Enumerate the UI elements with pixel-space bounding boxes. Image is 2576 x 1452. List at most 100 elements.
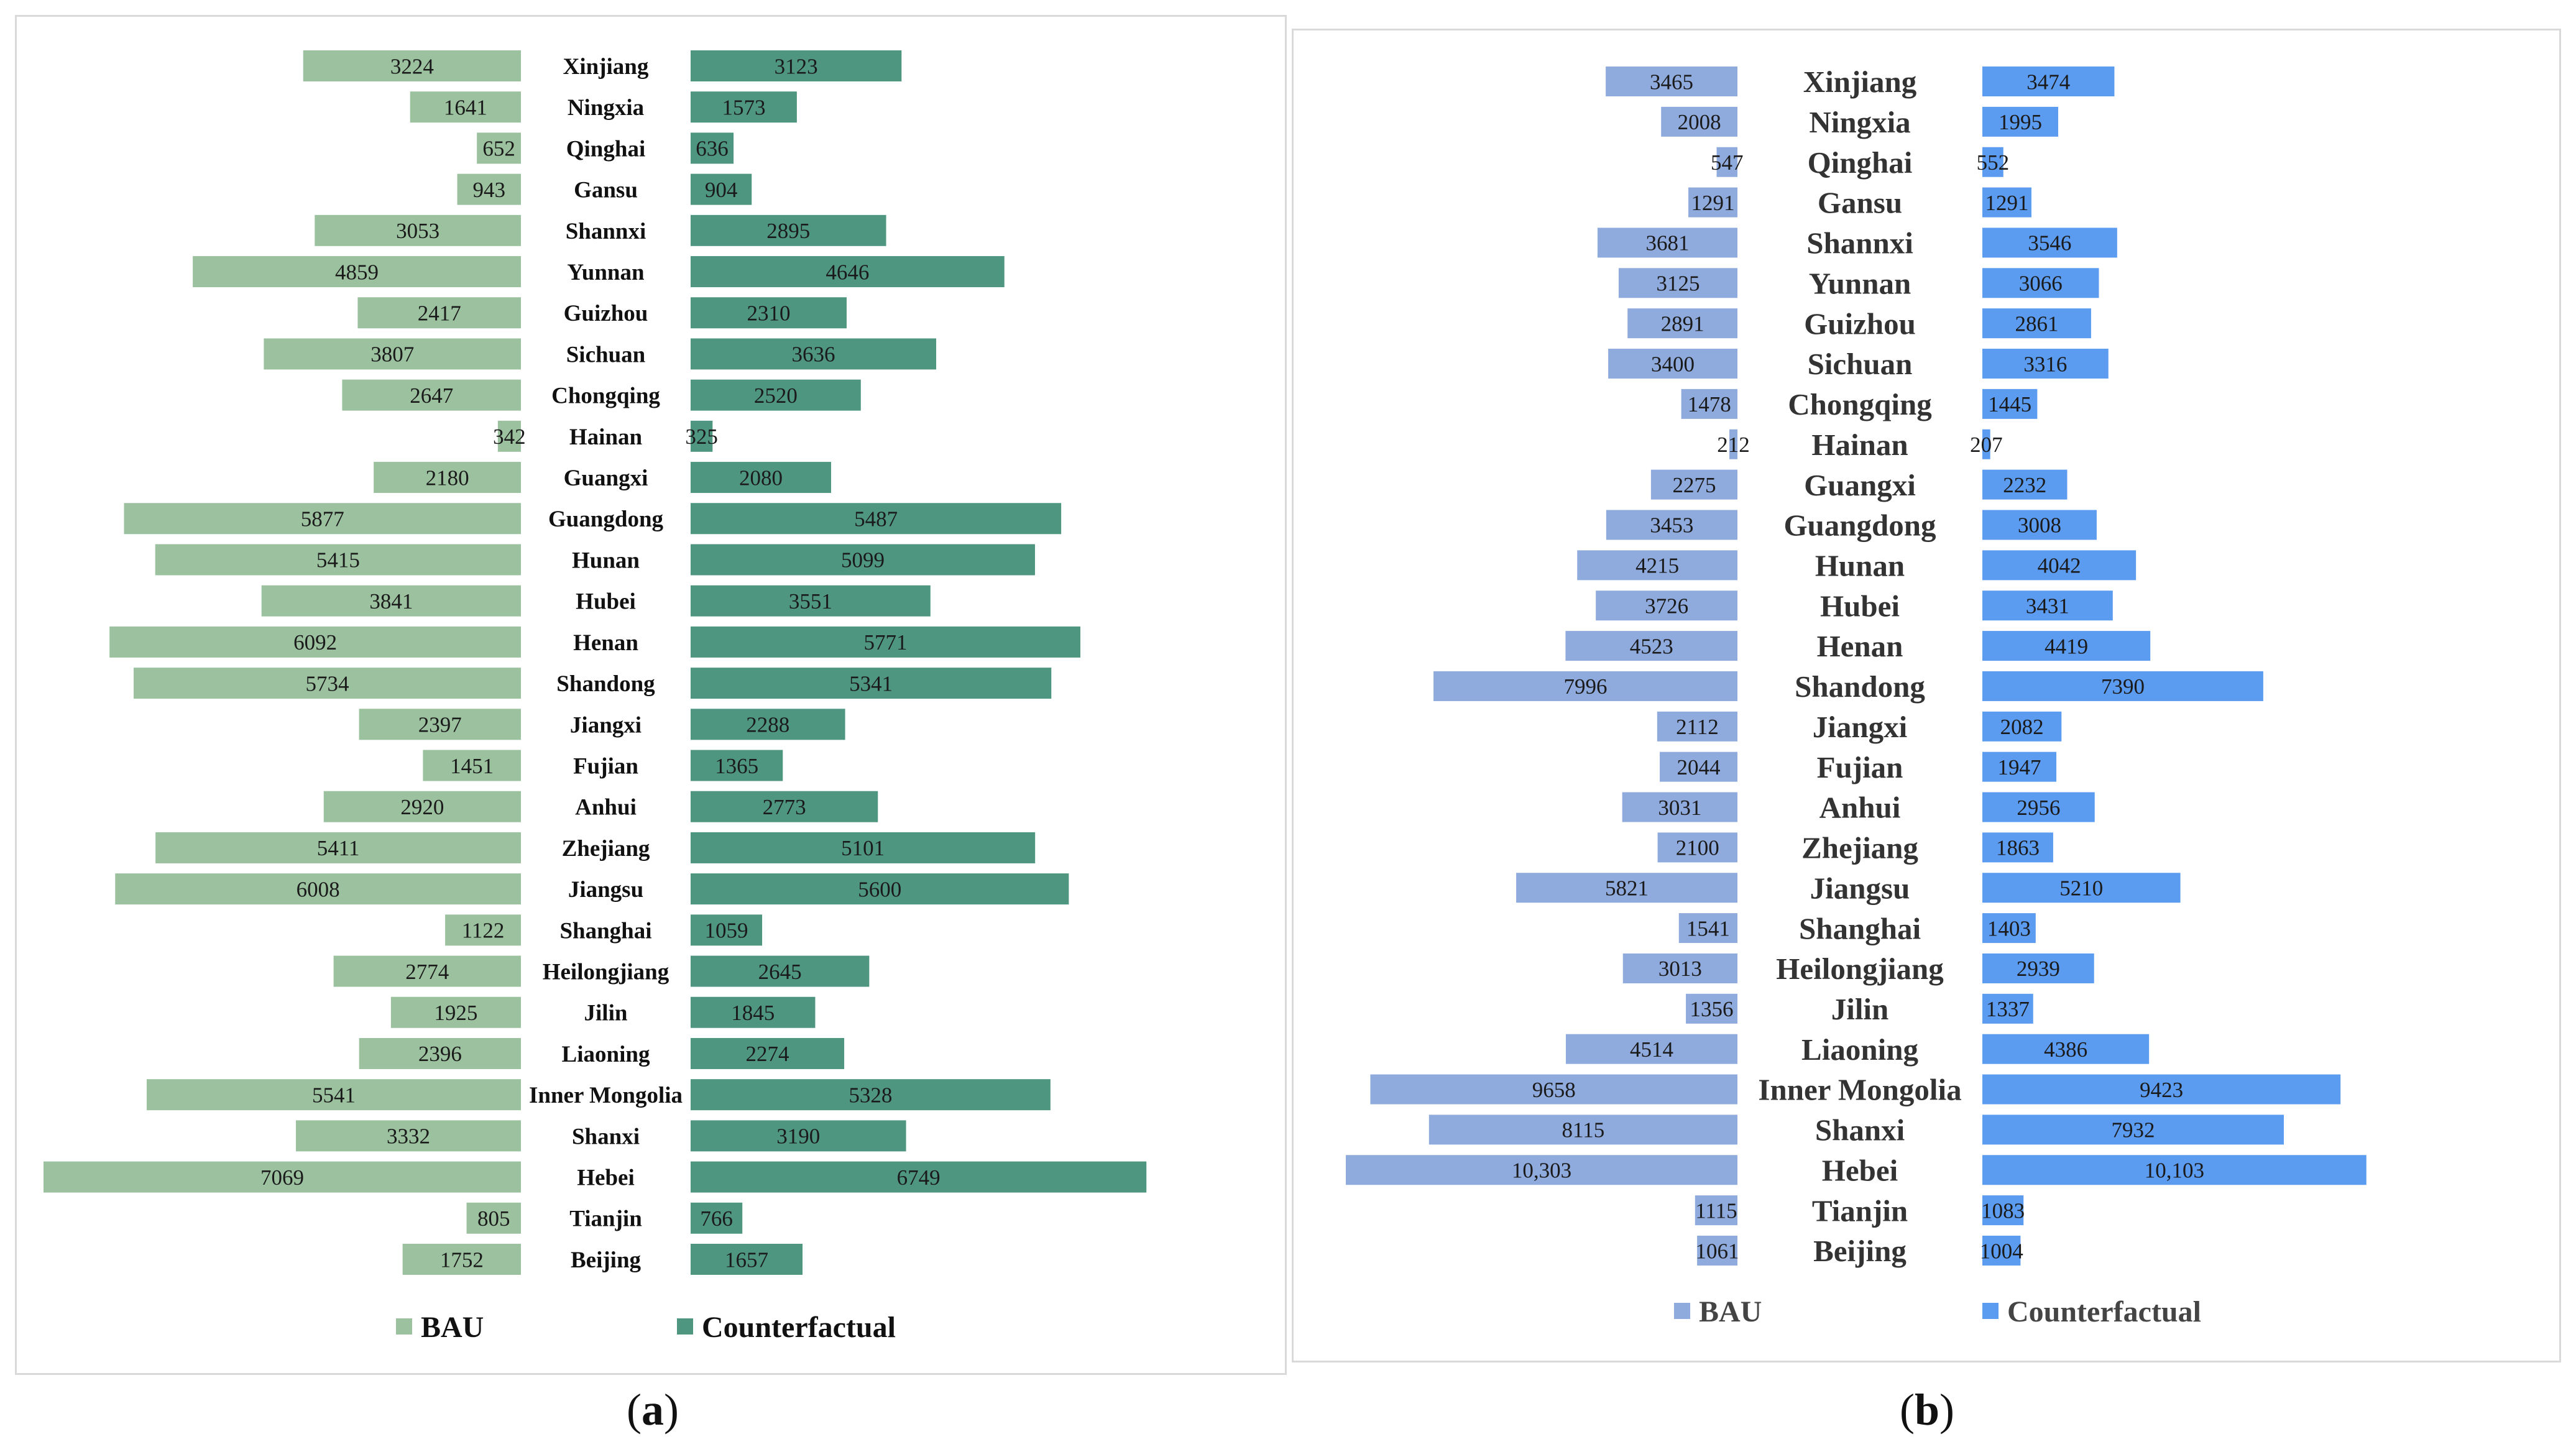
bar-counterfactual-14: [691, 626, 1080, 658]
label-bau-15: 5734: [306, 671, 349, 696]
bar-bau-20: [1516, 873, 1737, 903]
label-bau-0: 3224: [390, 54, 434, 78]
bar-counterfactual-0: [691, 50, 902, 81]
category-label-18: Anhui: [1819, 791, 1901, 825]
category-label-24: Liaoning: [562, 1042, 650, 1067]
bar-counterfactual-1: [691, 91, 797, 123]
category-label-16: Jiangxi: [1813, 710, 1907, 744]
label-counterfactual-5: 4646: [826, 260, 869, 284]
bar-counterfactual-8: [691, 379, 861, 411]
category-label-6: Guizhou: [1804, 306, 1916, 341]
bar-counterfactual-16: [1982, 711, 2062, 742]
label-counterfactual-3: 1291: [1985, 191, 2028, 215]
bar-bau-27: [1346, 1155, 1737, 1185]
bar-counterfactual-6: [1982, 308, 2091, 339]
bar-bau-14: [109, 626, 521, 658]
bar-counterfactual-22: [691, 955, 870, 987]
category-label-21: Shanghai: [1799, 911, 1921, 945]
bar-counterfactual-21: [691, 914, 763, 946]
label-bau-27: 7069: [260, 1165, 304, 1190]
category-label-5: Yunnan: [567, 260, 645, 285]
caption-a: (a): [627, 1385, 679, 1435]
label-bau-17: 1451: [450, 754, 494, 778]
caption-letter-b: b: [1914, 1385, 1940, 1435]
category-label-25: Inner Mongolia: [529, 1083, 683, 1108]
bar-bau-22: [1622, 953, 1737, 983]
category-label-9: Hainan: [569, 425, 643, 450]
label-bau-5: 4859: [335, 260, 379, 284]
label-counterfactual-23: 1845: [731, 1001, 775, 1025]
bar-bau-18: [323, 791, 521, 822]
bar-counterfactual-11: [691, 503, 1062, 535]
category-label-0: Xinjiang: [1803, 65, 1917, 99]
bar-counterfactual-3: [691, 173, 752, 205]
bar-counterfactual-19: [1982, 832, 2053, 863]
bar-counterfactual-27: [1982, 1155, 2367, 1185]
label-bau-19: 2100: [1676, 836, 1719, 860]
label-counterfactual-12: 4042: [2038, 554, 2081, 578]
chart-panel-b: 3465 3474 Xinjiang 2008 1995 Ningxia 547 552 Qin…: [1292, 29, 2561, 1362]
bar-bau-9: [497, 420, 521, 452]
bar-counterfactual-4: [1982, 227, 2117, 258]
bar-counterfactual-28: [691, 1202, 743, 1234]
category-label-1: Ningxia: [568, 95, 644, 121]
category-label-14: Henan: [1817, 629, 1903, 663]
bar-bau-22: [333, 955, 521, 987]
label-counterfactual-22: 2939: [2017, 957, 2060, 981]
category-label-29: Beijing: [571, 1248, 642, 1273]
label-bau-23: 1925: [434, 1001, 477, 1025]
bar-counterfactual-20: [691, 873, 1069, 905]
label-bau-25: 9658: [1532, 1078, 1576, 1102]
label-bau-9: 212: [1717, 433, 1750, 457]
bar-counterfactual-7: [691, 338, 937, 370]
label-bau-18: 3031: [1658, 796, 1701, 820]
category-label-12: Hunan: [1815, 548, 1905, 582]
bar-bau-12: [1577, 550, 1737, 581]
butterfly-chart-a: 3224 3123 Xinjiang 1641 1573 Ningxia 652 636 Qin…: [44, 50, 1147, 1344]
bar-bau-20: [115, 873, 521, 905]
category-label-9: Hainan: [1811, 428, 1908, 462]
bar-counterfactual-7: [1982, 349, 2109, 379]
category-label-27: Hebei: [1822, 1153, 1898, 1187]
bar-bau-19: [155, 832, 521, 863]
bar-bau-16: [1657, 711, 1737, 742]
label-bau-20: 6008: [297, 877, 340, 901]
legend-swatch-bau: [396, 1318, 412, 1335]
label-bau-5: 3125: [1656, 272, 1700, 296]
label-counterfactual-17: 1365: [715, 754, 758, 778]
bar-counterfactual-12: [1982, 550, 2137, 581]
category-label-5: Yunnan: [1809, 266, 1911, 300]
category-label-10: Guangxi: [1804, 468, 1916, 502]
bar-counterfactual-19: [691, 832, 1036, 863]
bar-counterfactual-17: [1982, 751, 2057, 782]
label-counterfactual-12: 5099: [841, 548, 885, 572]
bar-bau-21: [445, 914, 521, 946]
label-bau-4: 3681: [1645, 231, 1689, 255]
bar-counterfactual-11: [1982, 510, 2097, 540]
bar-bau-14: [1565, 631, 1737, 661]
label-counterfactual-19: 1863: [1996, 836, 2040, 860]
caption-b: (b): [1899, 1385, 1954, 1435]
label-bau-25: 5541: [312, 1083, 356, 1107]
bar-counterfactual-13: [1982, 590, 2113, 621]
label-counterfactual-27: 10,103: [2145, 1159, 2204, 1183]
label-counterfactual-22: 2645: [758, 960, 802, 984]
legend-swatch-counterfactual: [677, 1318, 693, 1335]
label-counterfactual-23: 1337: [1986, 997, 2030, 1021]
bar-bau-5: [1618, 268, 1737, 298]
bar-bau-10: [1650, 469, 1737, 500]
bar-bau-17: [1660, 751, 1737, 782]
bar-counterfactual-18: [691, 791, 878, 822]
category-label-13: Hubei: [576, 589, 636, 615]
category-label-7: Sichuan: [566, 342, 646, 367]
label-counterfactual-15: 7390: [2101, 674, 2145, 699]
category-label-19: Zhejiang: [562, 836, 650, 862]
bar-bau-13: [261, 585, 521, 617]
label-bau-29: 1752: [440, 1248, 484, 1272]
label-counterfactual-24: 2274: [746, 1042, 789, 1066]
label-bau-20: 5821: [1605, 876, 1649, 900]
label-counterfactual-21: 1403: [1987, 916, 2031, 940]
legend-label-counterfactual: Counterfactual: [2007, 1295, 2201, 1328]
label-bau-6: 2891: [1661, 311, 1704, 336]
label-counterfactual-29: 1004: [1980, 1239, 2023, 1263]
